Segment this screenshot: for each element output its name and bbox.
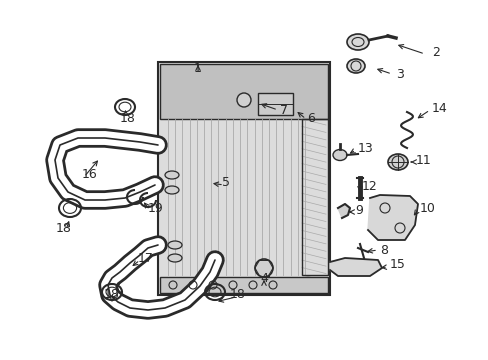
Ellipse shape <box>168 241 182 249</box>
Text: 18: 18 <box>229 288 245 302</box>
Bar <box>160 64 327 119</box>
Text: 7: 7 <box>280 104 287 117</box>
Text: 16: 16 <box>82 168 98 181</box>
Text: 6: 6 <box>306 112 314 126</box>
Text: 9: 9 <box>354 203 362 216</box>
Ellipse shape <box>346 34 368 50</box>
Text: 11: 11 <box>415 153 431 166</box>
Ellipse shape <box>387 154 407 170</box>
Ellipse shape <box>164 171 179 179</box>
Bar <box>258 93 292 115</box>
Text: 12: 12 <box>361 180 377 193</box>
Bar <box>302 119 327 275</box>
Text: 18: 18 <box>104 288 120 302</box>
Ellipse shape <box>332 149 346 161</box>
Polygon shape <box>367 195 417 240</box>
Text: 18: 18 <box>56 221 72 234</box>
Text: 17: 17 <box>138 252 154 265</box>
Text: 8: 8 <box>379 243 387 256</box>
Text: 3: 3 <box>395 68 403 81</box>
Polygon shape <box>329 258 381 276</box>
Text: 5: 5 <box>222 176 229 189</box>
Text: 2: 2 <box>431 45 439 58</box>
Text: 10: 10 <box>419 202 435 215</box>
Text: 19: 19 <box>148 202 163 215</box>
Bar <box>160 277 327 293</box>
Ellipse shape <box>346 59 364 73</box>
Text: 1: 1 <box>194 62 202 75</box>
Circle shape <box>237 93 250 107</box>
Text: 15: 15 <box>389 258 405 271</box>
Text: 13: 13 <box>357 141 373 154</box>
Text: 14: 14 <box>431 102 447 114</box>
Ellipse shape <box>164 186 179 194</box>
Circle shape <box>254 259 272 277</box>
Text: 4: 4 <box>260 271 267 284</box>
Polygon shape <box>337 204 349 218</box>
Text: 18: 18 <box>120 112 136 125</box>
Ellipse shape <box>168 254 182 262</box>
Bar <box>158 62 329 295</box>
